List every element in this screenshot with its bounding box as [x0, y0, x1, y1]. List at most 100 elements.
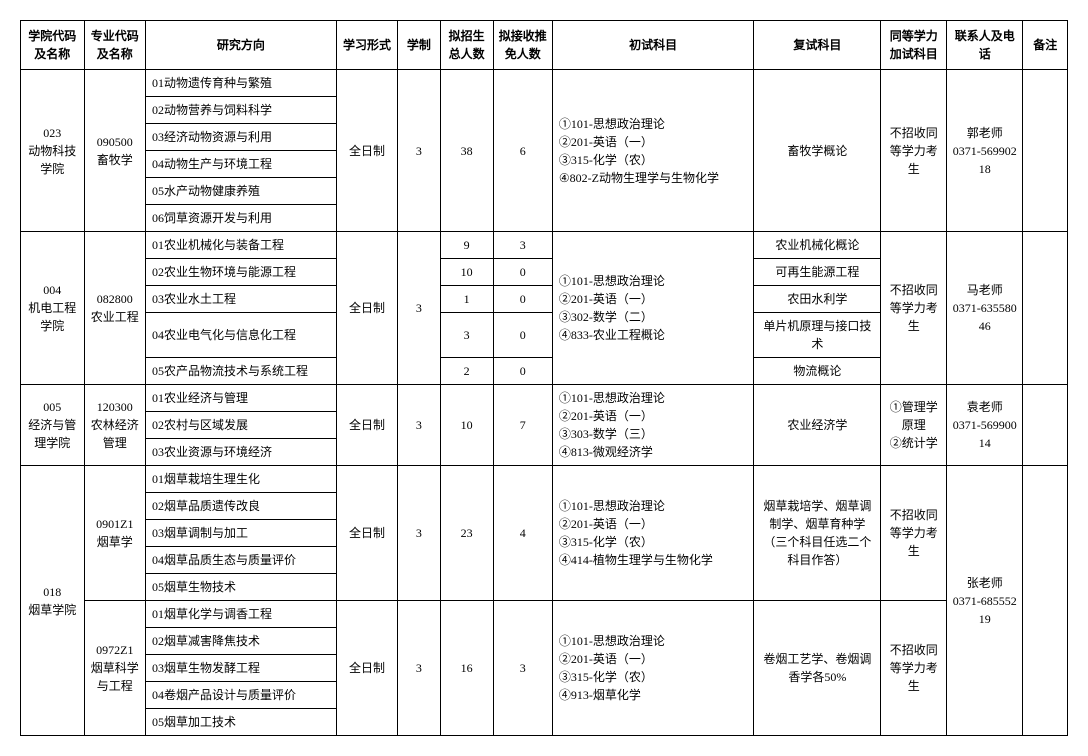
retest-cell: 单片机原理与接口技术 [754, 313, 881, 358]
total-cell: 2 [440, 358, 493, 385]
table-row: 0972Z1烟草科学与工程 01烟草化学与调香工程 全日制 3 16 3 ①10… [21, 601, 1068, 628]
remark-cell [1023, 466, 1068, 736]
direction-cell: 03烟草生物发酵工程 [146, 655, 337, 682]
remark-cell [1023, 385, 1068, 466]
rec-cell: 0 [493, 313, 552, 358]
header-init: 初试科目 [552, 21, 753, 70]
init-cell: ①101-思想政治理论②201-英语（一）③315-化学（农）④414-植物生理… [552, 466, 753, 601]
direction-cell: 02动物营养与饲料科学 [146, 97, 337, 124]
direction-cell: 05烟草加工技术 [146, 709, 337, 736]
extra-cell: 不招收同等学力考生 [881, 466, 947, 601]
mode-cell: 全日制 [336, 70, 397, 232]
rec-cell: 0 [493, 358, 552, 385]
table-header: 学院代码及名称 专业代码及名称 研究方向 学习形式 学制 拟招生总人数 拟接收推… [21, 21, 1068, 70]
years-cell: 3 [398, 601, 440, 736]
extra-cell: 不招收同等学力考生 [881, 232, 947, 385]
major-cell: 082800农业工程 [84, 232, 145, 385]
direction-cell: 06饲草资源开发与利用 [146, 205, 337, 232]
mode-cell: 全日制 [336, 232, 397, 385]
rec-cell: 4 [493, 466, 552, 601]
admissions-table: 学院代码及名称 专业代码及名称 研究方向 学习形式 学制 拟招生总人数 拟接收推… [20, 20, 1068, 736]
direction-cell: 03烟草调制与加工 [146, 520, 337, 547]
retest-cell: 农业经济学 [754, 385, 881, 466]
init-cell: ①101-思想政治理论②201-英语（一）③315-化学（农）④802-Z动物生… [552, 70, 753, 232]
contact-cell: 袁老师0371-56990014 [947, 385, 1023, 466]
direction-cell: 01农业机械化与装备工程 [146, 232, 337, 259]
mode-cell: 全日制 [336, 466, 397, 601]
remark-cell [1023, 70, 1068, 232]
rec-cell: 3 [493, 232, 552, 259]
years-cell: 3 [398, 232, 440, 385]
init-cell: ①101-思想政治理论②201-英语（一）③315-化学（农）④913-烟草化学 [552, 601, 753, 736]
direction-cell: 05水产动物健康养殖 [146, 178, 337, 205]
header-major: 专业代码及名称 [84, 21, 145, 70]
header-rec: 拟接收推免人数 [493, 21, 552, 70]
total-cell: 9 [440, 232, 493, 259]
rec-cell: 7 [493, 385, 552, 466]
retest-cell: 农田水利学 [754, 286, 881, 313]
college-cell: 023动物科技学院 [21, 70, 85, 232]
college-cell: 018烟草学院 [21, 466, 85, 736]
direction-cell: 04烟草品质生态与质量评价 [146, 547, 337, 574]
header-years: 学制 [398, 21, 440, 70]
years-cell: 3 [398, 385, 440, 466]
total-cell: 16 [440, 601, 493, 736]
init-cell: ①101-思想政治理论②201-英语（一）③302-数学（二）④833-农业工程… [552, 232, 753, 385]
header-direction: 研究方向 [146, 21, 337, 70]
total-cell: 3 [440, 313, 493, 358]
header-contact: 联系人及电话 [947, 21, 1023, 70]
retest-cell: 畜牧学概论 [754, 70, 881, 232]
table-row: 004机电工程学院 082800农业工程 01农业机械化与装备工程 全日制 3 … [21, 232, 1068, 259]
retest-cell: 烟草栽培学、烟草调制学、烟草育种学（三个科目任选二个科目作答） [754, 466, 881, 601]
extra-cell: ①管理学原理②统计学 [881, 385, 947, 466]
direction-cell: 01烟草栽培生理生化 [146, 466, 337, 493]
direction-cell: 01农业经济与管理 [146, 385, 337, 412]
rec-cell: 6 [493, 70, 552, 232]
major-cell: 120300农林经济管理 [84, 385, 145, 466]
retest-cell: 可再生能源工程 [754, 259, 881, 286]
table-row: 023动物科技学院 090500畜牧学 01动物遗传育种与繁殖 全日制 3 38… [21, 70, 1068, 97]
total-cell: 10 [440, 385, 493, 466]
direction-cell: 04农业电气化与信息化工程 [146, 313, 337, 358]
major-cell: 0901Z1烟草学 [84, 466, 145, 601]
retest-cell: 物流概论 [754, 358, 881, 385]
table-row: 005经济与管理学院 120300农林经济管理 01农业经济与管理 全日制 3 … [21, 385, 1068, 412]
direction-cell: 01烟草化学与调香工程 [146, 601, 337, 628]
total-cell: 10 [440, 259, 493, 286]
direction-cell: 01动物遗传育种与繁殖 [146, 70, 337, 97]
mode-cell: 全日制 [336, 385, 397, 466]
direction-cell: 05烟草生物技术 [146, 574, 337, 601]
header-extra: 同等学力加试科目 [881, 21, 947, 70]
direction-cell: 02烟草减害降焦技术 [146, 628, 337, 655]
direction-cell: 02农业生物环境与能源工程 [146, 259, 337, 286]
retest-cell: 农业机械化概论 [754, 232, 881, 259]
header-total: 拟招生总人数 [440, 21, 493, 70]
direction-cell: 02烟草品质遗传改良 [146, 493, 337, 520]
major-cell: 090500畜牧学 [84, 70, 145, 232]
extra-cell: 不招收同等学力考生 [881, 70, 947, 232]
header-mode: 学习形式 [336, 21, 397, 70]
direction-cell: 04动物生产与环境工程 [146, 151, 337, 178]
total-cell: 38 [440, 70, 493, 232]
total-cell: 1 [440, 286, 493, 313]
college-cell: 004机电工程学院 [21, 232, 85, 385]
direction-cell: 04卷烟产品设计与质量评价 [146, 682, 337, 709]
contact-cell: 马老师0371-63558046 [947, 232, 1023, 385]
extra-cell: 不招收同等学力考生 [881, 601, 947, 736]
direction-cell: 02农村与区域发展 [146, 412, 337, 439]
rec-cell: 0 [493, 259, 552, 286]
contact-cell: 郭老师0371-56990218 [947, 70, 1023, 232]
years-cell: 3 [398, 466, 440, 601]
total-cell: 23 [440, 466, 493, 601]
major-cell: 0972Z1烟草科学与工程 [84, 601, 145, 736]
direction-cell: 03农业资源与环境经济 [146, 439, 337, 466]
direction-cell: 05农产品物流技术与系统工程 [146, 358, 337, 385]
contact-cell: 张老师0371-68555219 [947, 466, 1023, 736]
college-cell: 005经济与管理学院 [21, 385, 85, 466]
table-row: 018烟草学院 0901Z1烟草学 01烟草栽培生理生化 全日制 3 23 4 … [21, 466, 1068, 493]
retest-cell: 卷烟工艺学、卷烟调香学各50% [754, 601, 881, 736]
header-college: 学院代码及名称 [21, 21, 85, 70]
years-cell: 3 [398, 70, 440, 232]
rec-cell: 3 [493, 601, 552, 736]
rec-cell: 0 [493, 286, 552, 313]
